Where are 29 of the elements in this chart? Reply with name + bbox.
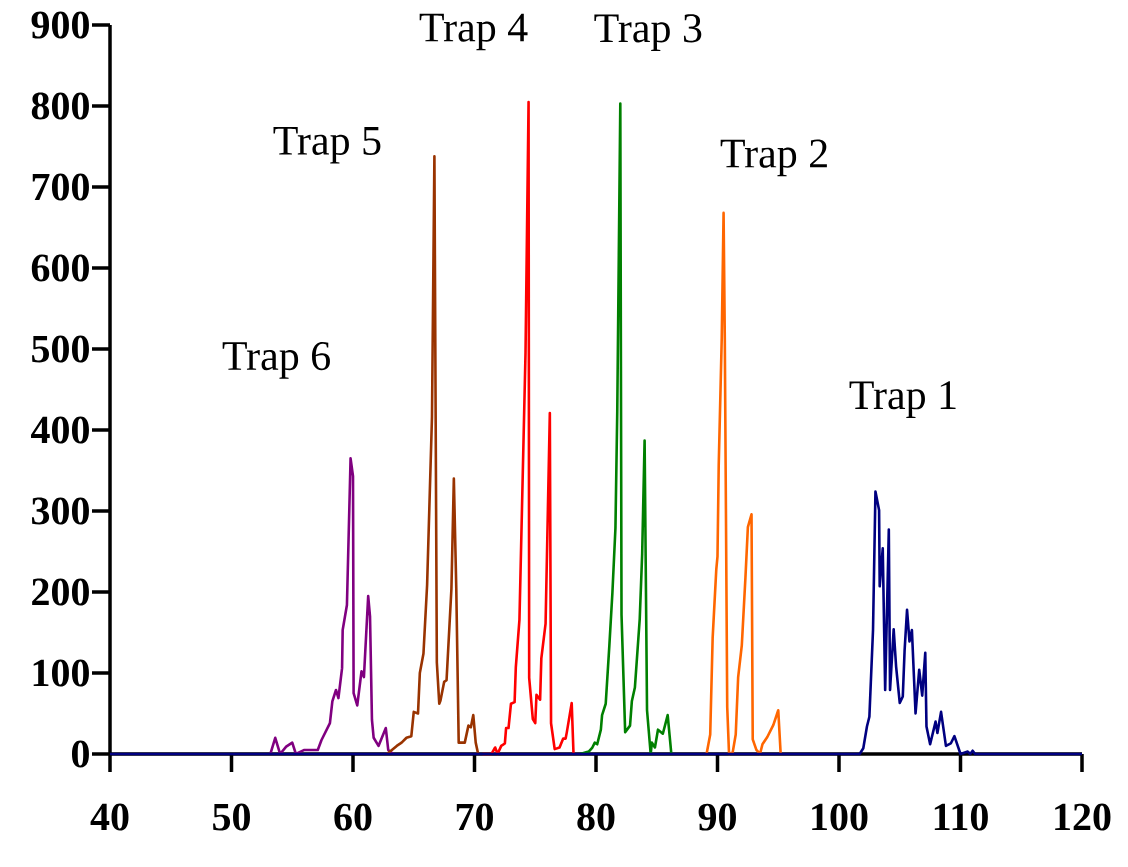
y-tick-label: 0 xyxy=(71,740,89,768)
series-label: Trap 6 xyxy=(222,341,330,379)
y-tick-label: 300 xyxy=(31,497,89,525)
x-tick-label: 70 xyxy=(456,803,493,831)
series-label: Trap 5 xyxy=(273,126,381,164)
y-tick-label: 900 xyxy=(31,11,89,39)
x-tick-label: 40 xyxy=(90,803,129,831)
y-tick-label: 100 xyxy=(33,659,89,687)
y-tick-label: 400 xyxy=(31,416,89,444)
line-series xyxy=(385,154,480,756)
x-tick-label: 100 xyxy=(812,803,868,831)
line-series xyxy=(578,102,673,756)
line-series xyxy=(269,457,395,756)
y-tick-label: 200 xyxy=(32,578,89,606)
x-tick-label: 90 xyxy=(698,803,736,831)
y-tick-label: 600 xyxy=(31,254,89,282)
y-tick-label: 500 xyxy=(32,335,89,363)
series-label: Trap 1 xyxy=(849,381,956,418)
series-label: Trap 2 xyxy=(720,139,827,177)
y-tick-label: 700 xyxy=(32,173,89,201)
x-tick-label: 120 xyxy=(1055,803,1111,831)
x-tick-label: 50 xyxy=(213,803,250,831)
x-tick-label: 80 xyxy=(577,803,615,831)
y-tick-label: 800 xyxy=(31,92,89,120)
x-tick-label: 110 xyxy=(934,803,988,831)
series-label: Trap 3 xyxy=(594,14,702,51)
line-series xyxy=(705,211,782,756)
series-label: Trap 4 xyxy=(419,13,528,51)
x-tick-label: 60 xyxy=(334,803,372,831)
